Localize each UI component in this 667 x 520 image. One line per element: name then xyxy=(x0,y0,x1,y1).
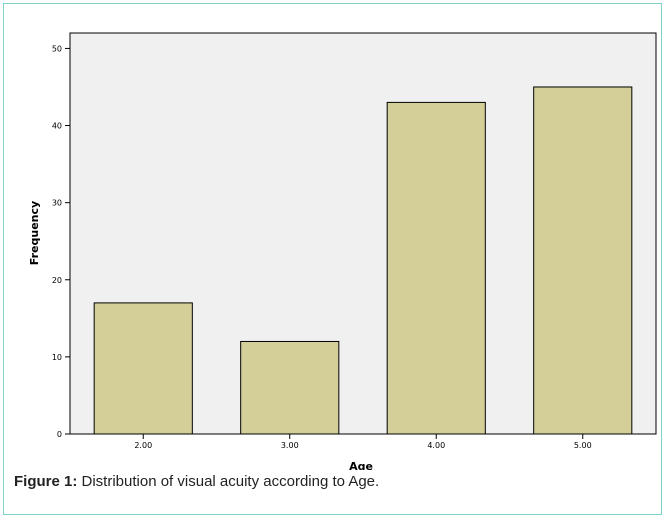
figure-caption: Figure 1: Distribution of visual acuity … xyxy=(14,473,379,490)
x-axis: 2.00 3.00 4.00 5.00 xyxy=(134,434,592,450)
bar-2.00 xyxy=(93,302,193,435)
y-axis: 0 10 20 30 40 50 xyxy=(52,44,70,439)
figure-caption-text: Distribution of visual acuity according … xyxy=(81,473,380,490)
y-tick-label: 20 xyxy=(52,276,62,285)
y-tick-label: 30 xyxy=(52,199,62,208)
y-tick-label: 10 xyxy=(52,353,62,362)
y-tick-label: 0 xyxy=(57,430,62,439)
bars xyxy=(93,86,633,435)
x-tick-label: 4.00 xyxy=(427,441,445,450)
x-tick-label: 3.00 xyxy=(281,441,299,450)
x-tick-label: 2.00 xyxy=(134,441,152,450)
y-tick-label: 50 xyxy=(52,44,62,53)
y-tick-label: 40 xyxy=(52,122,62,131)
bar-4.00 xyxy=(386,101,486,435)
bar-3.00 xyxy=(240,340,340,435)
bar-chart: 0 10 20 30 40 50 2.00 3.00 4.00 5.00 Age Frequen… xyxy=(28,32,657,470)
x-tick-label: 5.00 xyxy=(574,441,592,450)
figure-caption-label: Figure 1: xyxy=(14,473,78,490)
bar-5.00 xyxy=(533,86,633,435)
x-axis-title: Age xyxy=(349,460,373,470)
y-axis-title: Frequency xyxy=(28,201,41,265)
